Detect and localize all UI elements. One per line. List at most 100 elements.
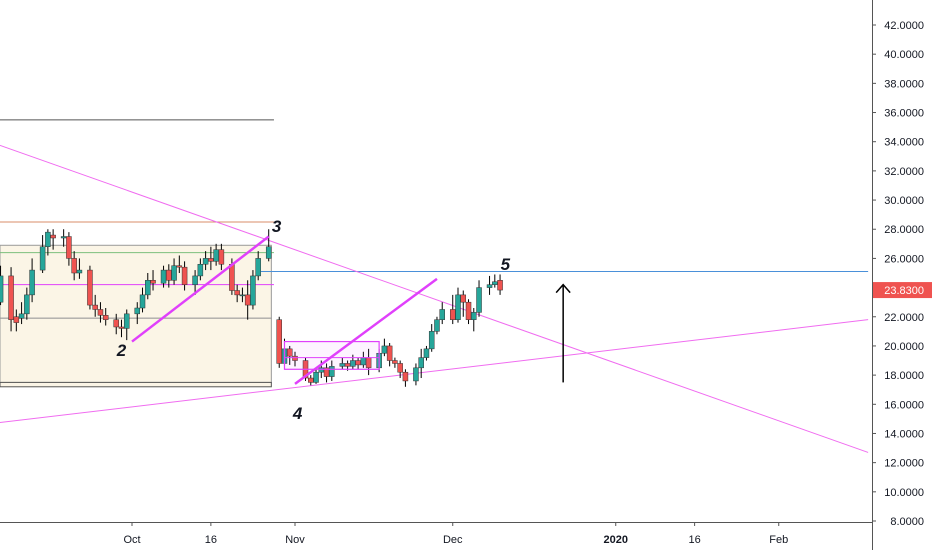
- wave-line: [131, 235, 270, 343]
- candle: [449, 294, 456, 325]
- candle-body: [244, 294, 251, 306]
- candle: [465, 299, 472, 325]
- candle: [244, 280, 251, 320]
- candle: [381, 338, 388, 357]
- candle: [497, 274, 503, 295]
- candle-body: [134, 307, 141, 315]
- candle: [202, 251, 209, 271]
- candle: [134, 302, 141, 325]
- candle-body: [39, 246, 46, 271]
- y-tick-label: 34.0000: [884, 137, 924, 149]
- candle: [234, 284, 240, 303]
- candle: [434, 316, 440, 335]
- candle: [60, 229, 67, 247]
- candle-body: [292, 355, 298, 361]
- candle: [286, 345, 293, 365]
- y-tick-label: 28.0000: [884, 224, 924, 236]
- candle: [239, 287, 246, 303]
- candle-body: [8, 275, 14, 320]
- candle: [0, 265, 4, 306]
- y-tick-label: 18.0000: [884, 370, 924, 382]
- x-tick-label: Feb: [769, 534, 788, 546]
- candle: [29, 258, 35, 303]
- candle: [8, 267, 14, 332]
- candle: [218, 243, 225, 271]
- candle-body: [66, 236, 72, 259]
- candle-body: [60, 236, 67, 239]
- candle-body: [492, 281, 498, 285]
- candle-body: [255, 258, 261, 277]
- candle: [145, 273, 151, 300]
- candle: [392, 357, 398, 368]
- candle: [150, 270, 156, 291]
- candle-body: [486, 284, 493, 288]
- candle: [255, 251, 261, 281]
- y-tick-label: 42.0000: [884, 20, 924, 32]
- range-boxes: [0, 244, 272, 388]
- candle: [455, 287, 461, 323]
- last-price-tag: [873, 282, 932, 299]
- candle: [492, 274, 498, 288]
- candle: [123, 309, 130, 341]
- candle-body: [308, 377, 314, 383]
- candle-body: [87, 269, 93, 306]
- candle-body: [71, 258, 77, 274]
- candle: [181, 261, 188, 291]
- candle-body: [497, 280, 503, 291]
- price-scale-bg: [872, 0, 932, 550]
- y-tick-label: 40.0000: [884, 49, 924, 61]
- candle: [397, 360, 403, 379]
- candle: [166, 264, 172, 288]
- candle-body: [29, 269, 35, 296]
- candle: [176, 255, 183, 273]
- candle-body: [45, 231, 51, 247]
- candle: [339, 357, 346, 370]
- candle-body: [24, 294, 30, 315]
- candle-body: [402, 371, 409, 382]
- candle-body: [392, 360, 398, 364]
- candle: [197, 258, 204, 281]
- y-tick-label: 14.0000: [884, 428, 924, 440]
- candle-body: [102, 315, 109, 320]
- candle-body: [471, 312, 477, 320]
- time-scale-bg: [0, 522, 872, 550]
- candle-body: [350, 360, 356, 367]
- y-tick-label: 22.0000: [884, 312, 924, 324]
- candle: [45, 229, 51, 256]
- candle-body: [76, 269, 83, 274]
- y-tick-label: 16.0000: [884, 399, 924, 411]
- candle: [486, 275, 493, 295]
- candle-body: [160, 269, 167, 284]
- candle: [92, 294, 98, 317]
- wave-label: 2: [116, 341, 127, 360]
- candle-body: [97, 309, 104, 316]
- candle-body: [418, 357, 424, 369]
- candle: [171, 258, 177, 285]
- candle-body: [234, 290, 240, 296]
- candle-body: [92, 304, 98, 310]
- range-box: [0, 317, 272, 383]
- candle: [265, 229, 272, 262]
- candle-body: [286, 348, 293, 357]
- candle-body: [318, 367, 325, 373]
- candle: [323, 363, 330, 383]
- candle-body: [313, 371, 319, 383]
- candle-body: [413, 367, 419, 382]
- candle-body: [150, 280, 156, 284]
- y-tick-label: 38.0000: [884, 78, 924, 90]
- candles: [0, 229, 503, 387]
- candle-body: [397, 363, 403, 373]
- candle-body: [455, 294, 461, 320]
- candle: [476, 280, 482, 317]
- candle: [50, 229, 56, 250]
- candle: [329, 360, 335, 381]
- y-tick-label: 30.0000: [884, 195, 924, 207]
- candle-body: [213, 249, 219, 262]
- candle: [386, 343, 393, 367]
- wave-label: 5: [501, 255, 511, 274]
- candle: [439, 302, 445, 325]
- candle-body: [250, 275, 256, 306]
